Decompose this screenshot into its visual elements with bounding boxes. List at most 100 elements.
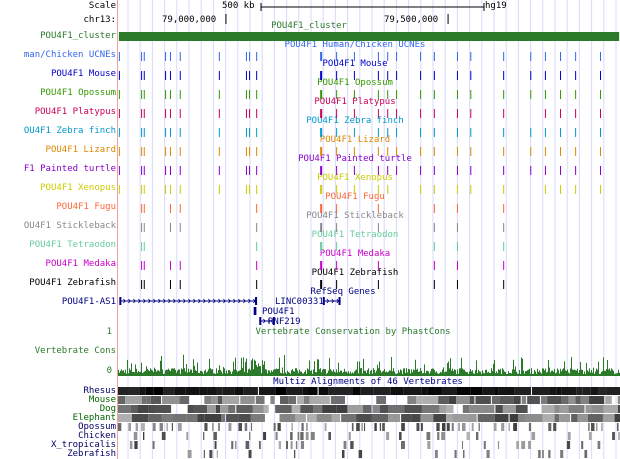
cons-bar [562,369,563,376]
cons-bar [364,370,365,376]
ucne-mark [336,52,338,61]
ucne-mark [165,109,167,118]
ucne-mark [256,223,258,232]
species-track-label[interactable]: man/Chicken UCNEs [23,50,116,60]
cons-bar [314,361,315,376]
alignment-block [495,405,503,413]
ucne-mark [560,52,562,61]
cons-bar [384,368,385,376]
cons-bar [490,373,491,376]
species-track-label[interactable]: OU4F1 Stickleback [23,221,116,231]
alignment-block [286,387,303,395]
species-track-label[interactable]: POU4F1 Xenopus [40,183,116,193]
cons-bar [406,368,407,376]
ucne-mark [387,185,389,194]
cons-bar [550,372,551,376]
ucne-mark [503,147,505,156]
cons-bar [489,372,490,376]
cons-bar [170,371,171,376]
species-track-label[interactable]: POU4F1 Zebrafish [29,278,116,288]
species-track-label[interactable]: POU4F1 Mouse [50,69,116,79]
cons-bar [466,372,467,376]
ucne-mark [245,71,247,80]
alignment-block [612,432,615,440]
alignment-block [513,396,521,404]
multiz-species-label[interactable]: Mouse [88,395,116,405]
ucne-mark [575,52,577,61]
alignment-block [238,423,242,431]
alignment-block [606,387,620,395]
cons-label[interactable]: Vertebrate Cons [34,346,116,356]
gene-label-pou4f1[interactable]: POU4F1 [262,307,295,317]
ucne-mark [256,166,258,175]
label-divider [117,0,118,459]
species-track-label[interactable]: OU4F1 Zebra finch [23,126,116,136]
alignment-block [446,405,454,413]
multiz-species-label[interactable]: Rhesus [83,386,116,396]
alignment-block [275,405,292,413]
cons-bar [448,361,449,376]
cons-bar [495,373,496,376]
ucne-mark [377,261,379,270]
gene-label-linc00331[interactable]: LINC00331 [275,297,324,307]
alignment-block [446,423,450,431]
alignment-block [166,423,168,431]
gene-label-rnf219[interactable]: RNF219 [268,317,301,327]
cons-bar [488,371,489,376]
ucne-mark [320,185,323,194]
cons-bar [392,371,393,376]
gene-strand-arrow [138,298,141,304]
ucne-mark [456,128,458,137]
cons-bar [520,373,521,376]
multiz-species-label[interactable]: Dog [99,404,116,414]
alignment-block [131,414,149,422]
alignment-block [421,405,440,413]
alignment-block [222,396,240,404]
alignment-block [461,441,464,449]
species-track-label[interactable]: POU4F1 Lizard [45,145,116,155]
cons-bar [427,370,428,376]
cons-bar [260,366,261,376]
cons-bar [270,372,271,376]
cons-bar [173,368,174,376]
gene-label-pou4f1-as1[interactable]: POU4F1-AS1 [61,297,116,307]
multiz-species-label[interactable]: Chicken [78,431,116,441]
species-track-label[interactable]: F1 Painted turtle [23,164,116,174]
species-track-title: POU4F1 Stickleback [306,211,404,221]
cons-bar [317,359,318,376]
cons-bar [395,373,396,376]
alignment-block [585,405,593,413]
species-track-label[interactable]: POU4F1 Medaka [45,259,116,269]
cons-bar [443,367,444,376]
gene-strand-arrow [193,298,196,304]
cons-bar [475,370,476,376]
ucne-mark [169,90,171,99]
multiz-species-label[interactable]: Zebrafish [67,449,116,459]
species-track-label[interactable]: POU4F1 Platypus [34,107,116,117]
cons-bar [402,373,403,376]
cons-bar [540,372,541,376]
ucne-mark [420,52,422,61]
multiz-species-label[interactable]: Elephant [72,413,116,423]
cons-bar [292,369,293,376]
multiz-species-label[interactable]: Opossum [78,422,116,432]
cons-bar [228,370,229,376]
multiz-species-label[interactable]: X_tropicalis [50,440,116,450]
ucne-mark [433,261,435,270]
cluster-bar [118,32,620,41]
alignment-block [527,396,540,404]
species-track-label[interactable]: POU4F1 Fugu [56,202,116,212]
cons-bar [459,368,460,376]
cons-bar [340,370,341,376]
alignment-block [153,387,164,395]
cons-bar [437,373,438,376]
species-track-label[interactable]: POU4F1 Tetraodon [29,240,116,250]
alignment-block [336,405,348,413]
species-track-label[interactable]: POU4F1 Opossum [40,88,116,98]
alignment-block [597,441,601,449]
cluster-track-label[interactable]: POU4F1_cluster [40,31,116,41]
alignment-block [360,387,374,395]
alignment-block [197,414,205,422]
cons-bar [316,372,317,376]
